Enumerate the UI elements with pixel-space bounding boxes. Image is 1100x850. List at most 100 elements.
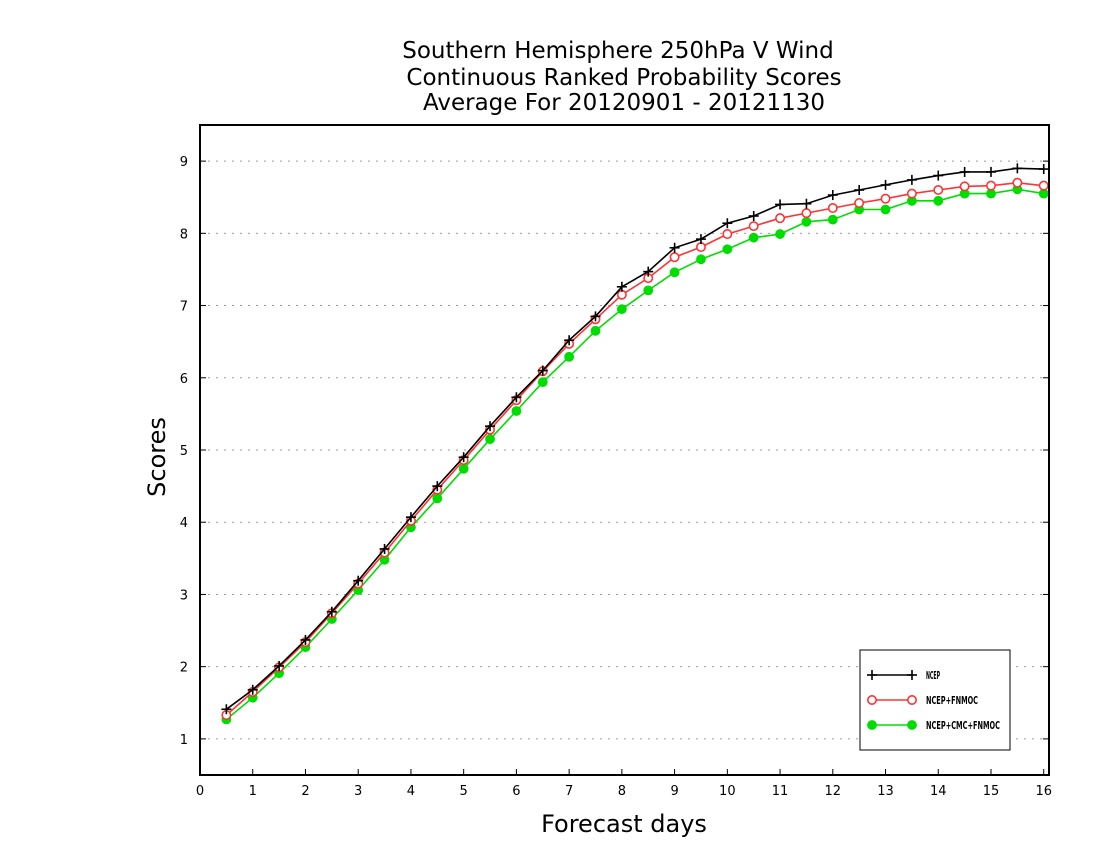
y-axis: 1 2 3 4 5 6 7 8 9 [180,155,1049,748]
series-0 [221,163,1049,715]
legend-entries: NCEP NCEP+FNMOC NCEP+CMC+FNMOC [866,669,1000,732]
x-tick-label: 6 [512,784,520,799]
data-point [906,188,917,199]
y-tick-label: 2 [180,661,188,676]
y-tick-label: 1 [180,733,188,748]
x-tick-label: 0 [196,784,204,799]
x-tick-label: 2 [301,784,309,799]
data-point [485,421,496,432]
x-tick-label: 4 [407,784,415,799]
data-point [274,660,285,671]
x-axis-label: Forecast days [541,810,707,838]
chart-title-line-3: Average For 20120901 - 20121130 [423,90,825,116]
legend-label: NCEP+CMC+FNMOC [926,719,1000,732]
data-point [696,254,706,265]
data-point [564,335,575,346]
y-tick-label: 9 [180,155,188,170]
data-point [933,185,944,196]
data-point [537,377,548,388]
series-line [225,167,1044,710]
data-point [353,575,364,586]
data-point [590,311,601,322]
data-point [1038,180,1049,191]
data-point [616,304,627,315]
data-point [775,199,786,210]
data-point [748,211,759,221]
data-point [906,174,917,185]
legend-marker [907,670,917,680]
data-point [247,684,258,695]
data-point [643,266,654,277]
x-tick-label: 3 [354,784,362,799]
legend-label: NCEP+FNMOC [926,694,978,707]
data-point [379,543,390,554]
y-axis-label: Scores [143,417,171,497]
data-point [695,242,706,253]
data-point [985,166,996,177]
data-point [616,289,627,300]
data-point [1012,177,1023,188]
data-point [854,198,865,209]
x-tick-label: 7 [565,784,573,799]
legend-marker [906,694,917,705]
data-point [722,244,733,255]
x-tick-label: 9 [670,784,678,799]
series-line [225,181,1044,716]
data-point [933,195,944,206]
x-tick-label: 14 [930,784,947,799]
data-point [669,267,680,278]
data-point [775,229,785,239]
legend-marker [867,670,877,680]
y-tick-label: 7 [180,300,188,315]
data-point [722,218,733,229]
data-point [432,493,443,504]
x-tick-label: 8 [618,784,626,799]
data-point [1038,164,1049,175]
data-point [959,166,970,177]
x-tick-label: 12 [825,784,842,799]
data-point [458,452,469,463]
legend-label: NCEP [926,669,940,682]
data-point [959,181,970,192]
data-point [775,213,786,224]
data-point [564,351,575,362]
legend-entry: NCEP+FNMOC [866,694,978,707]
data-point [985,180,996,191]
data-point [827,214,838,225]
data-point [854,185,865,195]
data-point [458,463,469,474]
series-line [225,188,1044,721]
y-tick-label: 6 [180,372,188,387]
legend: NCEP NCEP+FNMOC NCEP+CMC+FNMOC [859,649,1011,751]
data-point [748,221,759,232]
legend-entry: NCEP [867,669,940,682]
y-tick-label: 4 [180,516,188,531]
data-point [880,179,891,190]
data-point [933,170,944,181]
y-tick-label: 5 [180,444,188,459]
x-tick-label: 13 [877,784,894,799]
data-point [643,285,654,296]
data-point [880,204,891,215]
x-tick-label: 11 [772,784,789,799]
chart-title-line-2: Continuous Ranked Probability Scores [406,65,841,91]
data-point [432,481,443,492]
data-point [511,392,522,403]
data-point [221,704,232,715]
data-point [748,232,759,243]
x-tick-label: 15 [983,784,1000,799]
series-2 [221,184,1049,725]
data-point [300,634,311,645]
data-point [511,406,522,416]
chart-title: Southern Hemisphere 250hPa V Wind Contin… [402,38,841,116]
data-point [801,216,812,227]
x-tick-label: 10 [719,784,736,799]
legend-marker [867,720,877,730]
y-tick-label: 3 [180,588,188,603]
y-tick-label: 8 [180,227,188,242]
data-point [695,234,706,245]
data-point [827,190,838,201]
data-point [722,229,733,240]
data-point [669,242,680,253]
data-point [405,512,416,523]
